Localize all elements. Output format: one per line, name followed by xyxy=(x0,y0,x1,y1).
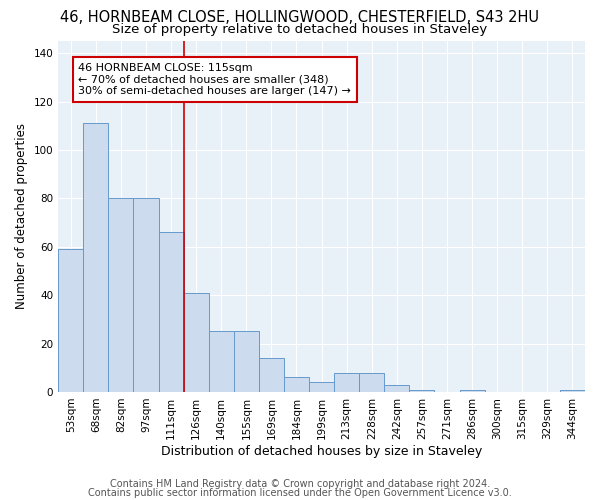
Bar xyxy=(158,232,184,392)
Bar xyxy=(83,124,109,392)
X-axis label: Distribution of detached houses by size in Staveley: Distribution of detached houses by size … xyxy=(161,444,482,458)
Text: Size of property relative to detached houses in Staveley: Size of property relative to detached ho… xyxy=(112,22,488,36)
Bar xyxy=(109,198,133,392)
Bar xyxy=(385,384,409,392)
Text: 46, HORNBEAM CLOSE, HOLLINGWOOD, CHESTERFIELD, S43 2HU: 46, HORNBEAM CLOSE, HOLLINGWOOD, CHESTER… xyxy=(61,10,539,25)
Bar xyxy=(560,390,585,392)
Text: Contains public sector information licensed under the Open Government Licence v3: Contains public sector information licen… xyxy=(88,488,512,498)
Bar xyxy=(58,249,83,392)
Bar xyxy=(334,372,359,392)
Bar xyxy=(409,390,434,392)
Y-axis label: Number of detached properties: Number of detached properties xyxy=(15,124,28,310)
Bar xyxy=(460,390,485,392)
Text: Contains HM Land Registry data © Crown copyright and database right 2024.: Contains HM Land Registry data © Crown c… xyxy=(110,479,490,489)
Bar xyxy=(284,378,309,392)
Text: 46 HORNBEAM CLOSE: 115sqm
← 70% of detached houses are smaller (348)
30% of semi: 46 HORNBEAM CLOSE: 115sqm ← 70% of detac… xyxy=(78,63,351,96)
Bar xyxy=(133,198,158,392)
Bar xyxy=(309,382,334,392)
Bar xyxy=(184,292,209,392)
Bar xyxy=(259,358,284,392)
Bar xyxy=(234,332,259,392)
Bar xyxy=(359,372,385,392)
Bar xyxy=(209,332,234,392)
